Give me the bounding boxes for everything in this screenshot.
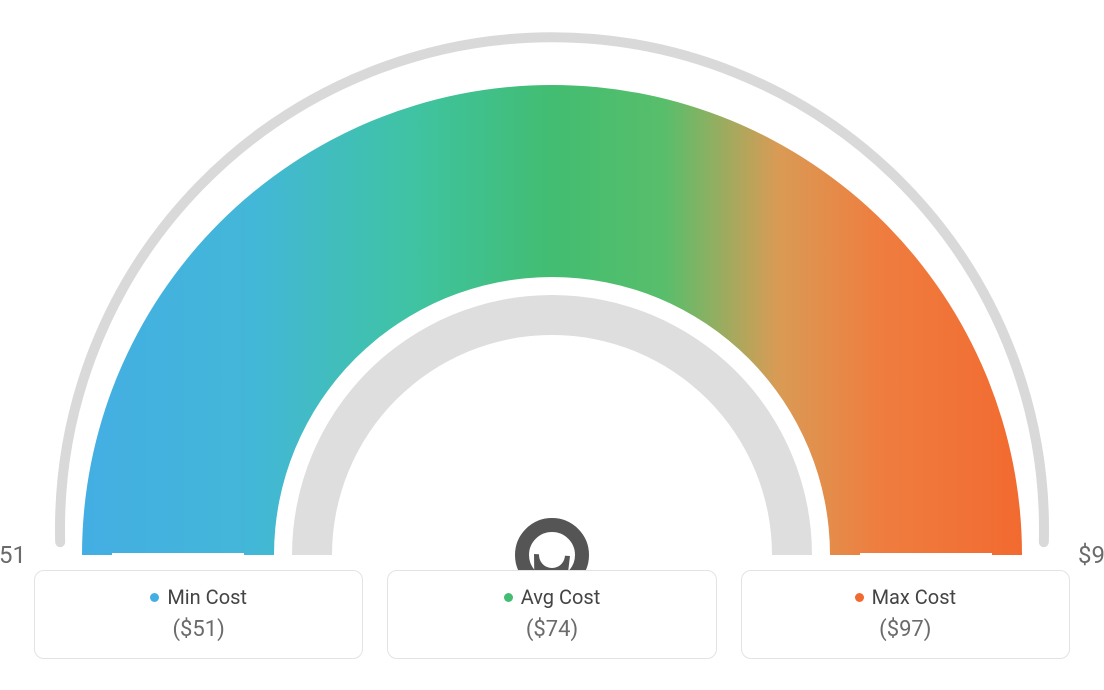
svg-text:$51: $51 [0,541,26,569]
legend-value: ($74) [398,617,705,642]
legend-label: Avg Cost [521,585,601,609]
legend-title-min: Min Cost [150,585,247,609]
legend-value: ($51) [45,617,352,642]
gauge-svg: $51$57$63$74$82$90$97 [0,0,1104,570]
legend-card-max: Max Cost ($97) [741,570,1070,659]
legend-title-max: Max Cost [855,585,957,609]
legend-label: Min Cost [167,585,247,609]
dot-icon [504,593,513,602]
legend-row: Min Cost ($51) Avg Cost ($74) Max Cost (… [0,570,1104,659]
dot-icon [855,593,864,602]
legend-label: Max Cost [872,585,957,609]
svg-text:$97: $97 [1078,541,1104,569]
gauge-chart: $51$57$63$74$82$90$97 [0,0,1104,570]
legend-value: ($97) [752,617,1059,642]
legend-card-avg: Avg Cost ($74) [387,570,716,659]
legend-title-avg: Avg Cost [504,585,601,609]
legend-card-min: Min Cost ($51) [34,570,363,659]
dot-icon [150,593,159,602]
